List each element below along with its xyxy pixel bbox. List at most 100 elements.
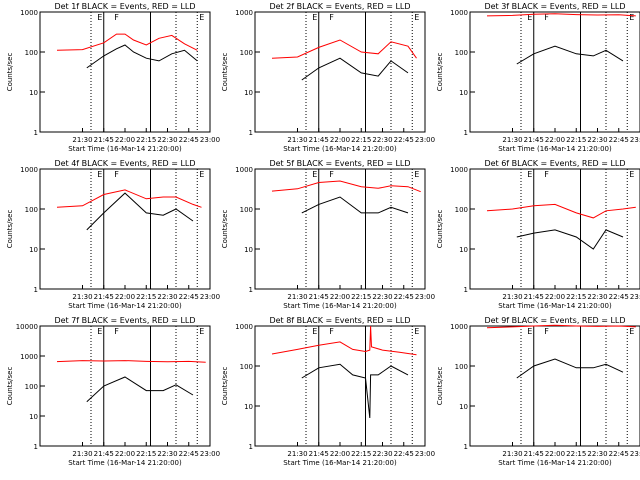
plot-frame bbox=[469, 325, 640, 447]
y-tick-label: 1000 bbox=[235, 323, 253, 331]
x-tick-label: 22:45 bbox=[179, 136, 199, 144]
x-axis-label: Start Time (16-Mar-14 21:20:00) bbox=[498, 145, 612, 153]
y-axis-label: Counts/sec bbox=[221, 367, 229, 406]
y-tick-label: 1 bbox=[464, 129, 468, 137]
chart-title: Det 5f BLACK = Events, RED = LLD bbox=[269, 159, 410, 168]
x-tick-label: 23:00 bbox=[630, 450, 640, 458]
x-tick-label: 21:30 bbox=[72, 293, 92, 301]
event-marker-label: E bbox=[629, 13, 634, 22]
x-tick-label: 22:15 bbox=[566, 450, 586, 458]
series-line-events bbox=[301, 363, 409, 419]
x-axis-label: Start Time (16-Mar-14 21:20:00) bbox=[68, 145, 182, 153]
event-marker-label: F bbox=[544, 327, 549, 336]
y-tick-label: 1 bbox=[249, 129, 253, 137]
x-tick-label: 21:30 bbox=[502, 293, 522, 301]
event-marker-label: E bbox=[629, 170, 634, 179]
event-marker-label: E bbox=[527, 13, 532, 22]
x-tick-label: 21:30 bbox=[287, 136, 307, 144]
plot-frame bbox=[39, 325, 211, 447]
y-tick-label: 100 bbox=[455, 363, 468, 371]
y-tick-label: 10 bbox=[244, 89, 253, 97]
event-marker-label: E bbox=[199, 13, 204, 22]
x-tick-label: 21:30 bbox=[72, 136, 92, 144]
y-tick-label: 1 bbox=[464, 443, 468, 451]
x-tick-label: 23:00 bbox=[415, 136, 435, 144]
y-tick-label: 1 bbox=[34, 129, 38, 137]
chart-title: Det 1f BLACK = Events, RED = LLD bbox=[54, 2, 195, 11]
x-tick-label: 22:15 bbox=[136, 293, 156, 301]
x-tick-label: 22:00 bbox=[330, 136, 350, 144]
x-tick-label: 21:45 bbox=[94, 450, 114, 458]
chart-title: Det 9f BLACK = Events, RED = LLD bbox=[484, 316, 625, 325]
x-tick-label: 21:30 bbox=[287, 293, 307, 301]
chart-title: Det 6f BLACK = Events, RED = LLD bbox=[484, 159, 625, 168]
y-axis-label: Counts/sec bbox=[221, 210, 229, 249]
event-marker-label: E bbox=[312, 13, 317, 22]
plot-frame bbox=[254, 325, 426, 447]
series-line-events bbox=[86, 376, 194, 403]
event-marker-label: E bbox=[97, 327, 102, 336]
y-tick-label: 1000 bbox=[450, 323, 468, 331]
y-tick-label: 1 bbox=[34, 443, 38, 451]
x-tick-label: 22:30 bbox=[372, 136, 392, 144]
chart-panel-3: Det 3f BLACK = Events, RED = LLD 1 10 100 10… bbox=[436, 2, 640, 153]
series-line-events bbox=[86, 44, 198, 69]
x-axis-label: Start Time (16-Mar-14 21:20:00) bbox=[498, 459, 612, 467]
x-tick-label: 22:30 bbox=[587, 450, 607, 458]
y-axis-label: Counts/sec bbox=[6, 210, 14, 249]
x-tick-label: 21:45 bbox=[524, 136, 544, 144]
y-tick-label: 100 bbox=[240, 49, 253, 57]
x-tick-label: 22:00 bbox=[545, 293, 565, 301]
series-line-events bbox=[516, 229, 624, 250]
x-tick-label: 22:45 bbox=[394, 293, 414, 301]
x-tick-label: 21:30 bbox=[502, 136, 522, 144]
series-line-lld bbox=[271, 325, 417, 356]
y-tick-label: 1 bbox=[34, 286, 38, 294]
x-tick-label: 22:45 bbox=[609, 450, 629, 458]
plot-frame bbox=[254, 168, 426, 290]
x-tick-label: 22:45 bbox=[179, 293, 199, 301]
x-tick-label: 22:30 bbox=[157, 293, 177, 301]
y-tick-label: 10 bbox=[459, 89, 468, 97]
y-tick-label: 10 bbox=[459, 246, 468, 254]
x-axis-label: Start Time (16-Mar-14 21:20:00) bbox=[283, 459, 397, 467]
x-tick-label: 22:15 bbox=[566, 293, 586, 301]
y-tick-label: 1 bbox=[464, 286, 468, 294]
chart-title: Det 4f BLACK = Events, RED = LLD bbox=[54, 159, 195, 168]
chart-title: Det 3f BLACK = Events, RED = LLD bbox=[484, 2, 625, 11]
y-tick-label: 10 bbox=[29, 89, 38, 97]
y-tick-label: 1000 bbox=[235, 9, 253, 17]
chart-panel-6: Det 6f BLACK = Events, RED = LLD 1 10 100 10… bbox=[436, 159, 640, 310]
x-tick-label: 22:15 bbox=[566, 136, 586, 144]
x-tick-label: 22:15 bbox=[351, 450, 371, 458]
x-tick-label: 22:00 bbox=[115, 293, 135, 301]
y-tick-label: 1000 bbox=[20, 9, 38, 17]
y-tick-label: 10000 bbox=[16, 323, 38, 331]
chart-panel-7: Det 7f BLACK = Events, RED = LLD 1 10 100 10… bbox=[6, 316, 220, 467]
x-tick-label: 22:00 bbox=[545, 450, 565, 458]
event-marker-label: E bbox=[629, 327, 634, 336]
plot-frame bbox=[469, 168, 640, 290]
x-tick-label: 21:45 bbox=[524, 293, 544, 301]
y-axis-label: Counts/sec bbox=[436, 53, 444, 92]
event-marker-label: E bbox=[312, 170, 317, 179]
series-line-events bbox=[516, 45, 624, 65]
x-tick-label: 21:45 bbox=[309, 136, 329, 144]
x-tick-label: 22:00 bbox=[115, 450, 135, 458]
event-marker-label: F bbox=[544, 170, 549, 179]
y-tick-label: 1000 bbox=[450, 166, 468, 174]
x-tick-label: 23:00 bbox=[415, 450, 435, 458]
x-tick-label: 22:15 bbox=[351, 136, 371, 144]
y-tick-label: 100 bbox=[25, 383, 38, 391]
x-tick-label: 23:00 bbox=[200, 136, 220, 144]
event-marker-label: F bbox=[114, 170, 119, 179]
series-line-lld bbox=[56, 33, 198, 51]
series-line-events bbox=[516, 358, 624, 379]
y-axis-label: Counts/sec bbox=[6, 53, 14, 92]
y-axis-label: Counts/sec bbox=[436, 210, 444, 249]
series-line-lld bbox=[56, 360, 206, 363]
x-tick-label: 22:30 bbox=[587, 293, 607, 301]
chart-panel-9: Det 9f BLACK = Events, RED = LLD 1 10 100 10… bbox=[436, 316, 640, 467]
event-marker-label: F bbox=[329, 327, 334, 336]
